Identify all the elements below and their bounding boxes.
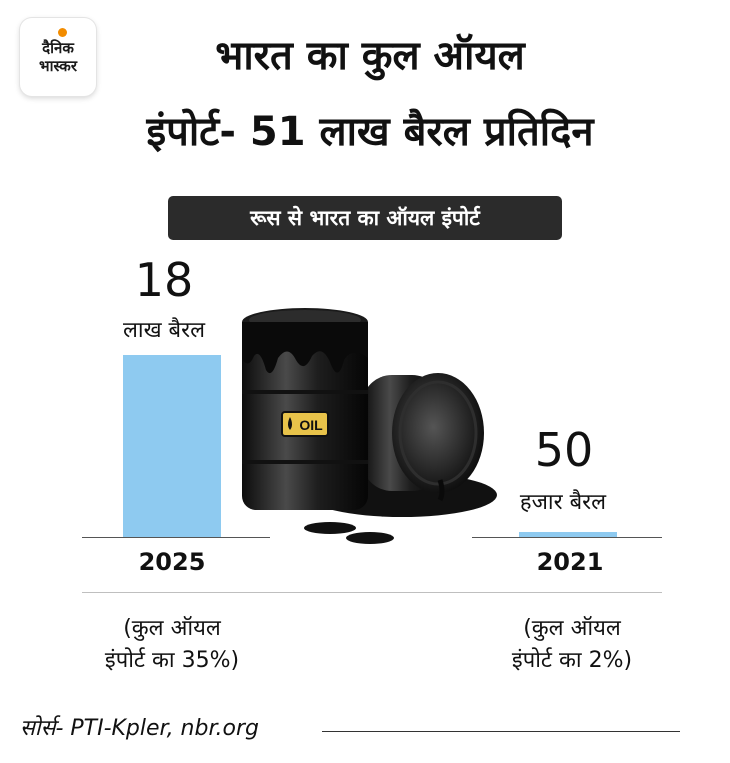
bar-2025	[123, 355, 221, 537]
headline-line-2: इंपोर्ट- 51 लाख बैरल प्रतिदिन	[146, 109, 594, 155]
dainik-bhaskar-logo: दैनिक भास्कर	[20, 18, 96, 96]
oil-barrels-illustration: OIL	[242, 308, 497, 544]
divider-line	[82, 592, 662, 593]
axis-line-right	[472, 537, 662, 538]
value-2021: 50	[534, 423, 594, 477]
note-2025: (कुल ऑयल इंपोर्ट का 35%)	[62, 613, 282, 677]
year-2025: 2025	[138, 548, 206, 576]
bar-2021	[519, 532, 617, 537]
note-2025-line-2: इंपोर्ट का 35%)	[104, 648, 240, 673]
headline-line-1: भारत का कुल ऑयल	[215, 33, 525, 79]
chart-title: रूस से भारत का ऑयल इंपोर्ट	[168, 196, 562, 240]
note-2025-line-1: (कुल ऑयल	[123, 616, 221, 641]
logo-line-1: दैनिक	[42, 39, 74, 57]
source-underline	[322, 731, 680, 732]
axis-line-left	[82, 537, 270, 538]
oil-label: OIL	[299, 417, 323, 433]
logo-line-2: भास्कर	[39, 57, 77, 75]
note-2021: (कुल ऑयल इंपोर्ट का 2%)	[462, 613, 682, 677]
note-2021-line-1: (कुल ऑयल	[523, 616, 621, 641]
logo-dot	[58, 28, 67, 37]
unit-2021: हजार बैरल	[519, 490, 607, 515]
source-text: सोर्स- PTI-Kpler, nbr.org	[20, 716, 259, 741]
value-2025: 18	[134, 253, 194, 307]
unit-2025: लाख बैरल	[122, 318, 206, 343]
year-2021: 2021	[536, 548, 604, 576]
note-2021-line-2: इंपोर्ट का 2%)	[511, 648, 633, 673]
